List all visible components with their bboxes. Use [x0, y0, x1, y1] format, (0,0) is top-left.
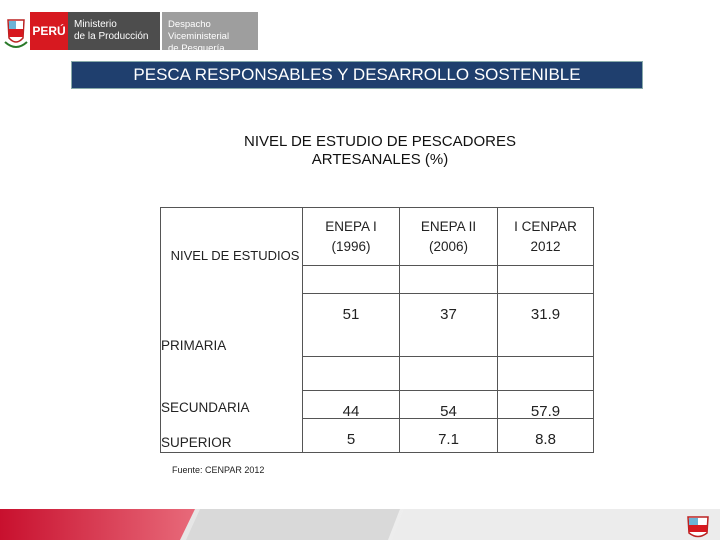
row-header-cell: NIVEL DE ESTUDIOS — [170, 248, 300, 263]
row-label: PRIMARIA — [161, 338, 227, 353]
column-header-line: ENEPA I — [325, 218, 377, 234]
coat-of-arms — [4, 19, 28, 48]
office-label: Despacho Viceministerial de Pesquería — [162, 12, 258, 54]
column-header-line: I CENPAR — [514, 218, 577, 234]
value-cell: 54 — [399, 390, 498, 420]
value-cell: 51 — [302, 293, 400, 357]
value-cell: 7.1 — [399, 418, 498, 453]
spacer-cell — [302, 265, 400, 294]
spacer-cell — [302, 356, 400, 391]
column-header: ENEPA I (1996) — [302, 207, 400, 266]
value-cell: 8.8 — [497, 418, 594, 453]
column-header-line: (1996) — [331, 238, 371, 254]
ministry-line: Ministerio — [74, 19, 117, 30]
table-title: NIVEL DE ESTUDIO DE PESCADORES ARTESANALE… — [160, 133, 600, 169]
column-header-line: 2012 — [530, 238, 561, 254]
footer-band — [0, 509, 720, 540]
spacer-cell — [399, 356, 498, 391]
column-header-line: ENEPA II — [420, 218, 477, 234]
spacer-cell — [399, 265, 498, 294]
office-line: de Pesquería — [168, 43, 225, 54]
value-cell: 5 — [302, 418, 400, 453]
column-header: I CENPAR 2012 — [497, 207, 594, 266]
column-header-line: (2006) — [428, 238, 469, 254]
row-label: SECUNDARIA — [161, 400, 250, 415]
ministry-label: Ministerio de la Producción — [68, 12, 160, 50]
column-header: ENEPA II (2006) — [399, 207, 498, 266]
ministry-line: de la Producción — [74, 31, 149, 42]
table-title-line: NIVEL DE ESTUDIO DE PESCADORES — [243, 133, 516, 150]
country-label: PERÚ — [30, 12, 68, 50]
value-cell: 44 — [302, 390, 400, 420]
table-title-line: ARTESANALES (%) — [311, 151, 449, 168]
slide-title: PESCA RESPONSABLES Y DESARROLLO SOSTENIB… — [71, 61, 643, 89]
spacer-cell — [497, 265, 594, 294]
source-note: Fuente: CENPAR 2012 — [172, 465, 265, 475]
office-line: Despacho Viceministerial — [168, 19, 230, 42]
value-cell: 37 — [399, 293, 498, 357]
value-cell: 31.9 — [497, 293, 594, 357]
row-label: SUPERIOR — [161, 435, 232, 450]
spacer-cell — [497, 356, 594, 391]
value-cell: 57.9 — [497, 390, 594, 420]
